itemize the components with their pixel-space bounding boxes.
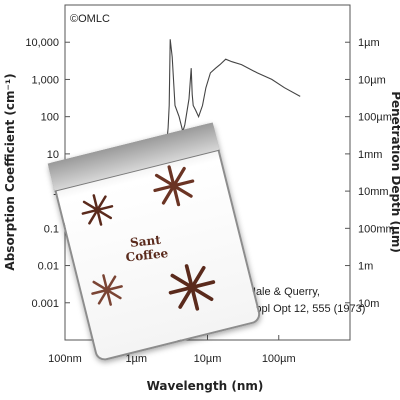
right-tick-label: 1µm: [358, 37, 380, 49]
right-tick-label: 10µm: [358, 74, 386, 86]
y-tick-label: 0.01: [38, 261, 59, 273]
right-axis-title: Penetration Depth (µm): [389, 91, 400, 253]
right-tick-label: 1m: [358, 261, 373, 273]
y-tick-label: 1,000: [31, 74, 59, 86]
watermark-text: ©OMLC: [70, 13, 110, 25]
right-tick-label: 100µm: [358, 112, 392, 124]
y-tick-label: 100: [41, 112, 59, 124]
snowflake-icon: [168, 264, 216, 311]
right-tick-label: 1mm: [358, 149, 382, 161]
coffee-pouch-image: Sant Coffee: [47, 122, 263, 363]
annotation-line-1: Hale & Querry,: [248, 286, 320, 298]
right-tick-label: 10m: [358, 298, 379, 310]
y-tick-label: 10,000: [25, 37, 59, 49]
snowflake-icon: [91, 274, 123, 306]
right-tick-label: 10mm: [358, 186, 389, 198]
x-tick-label: 10µm: [194, 353, 222, 365]
y-tick-label: 10: [47, 149, 59, 161]
y-axis-title: Absorption Coefficient (cm⁻¹): [3, 73, 17, 270]
x-tick-label: 100nm: [48, 353, 82, 365]
annotation-line-2: Appl Opt 12, 555 (1973): [248, 303, 365, 315]
snowflake-icon: [153, 165, 195, 207]
x-tick-label: 100µm: [262, 353, 296, 365]
right-tick-label: 100mm: [358, 223, 395, 235]
y-tick-label: 0.001: [31, 298, 59, 310]
x-tick-label: 1µm: [125, 353, 147, 365]
x-axis: 100nm 1µm 10µm 100µm: [48, 335, 296, 365]
right-axis: 1µm 10µm 100µm 1mm 10mm 100mm 1m 10m: [345, 37, 395, 310]
y-tick-label: 0.1: [44, 223, 59, 235]
snowflake-icon: [81, 194, 114, 226]
x-axis-title: Wavelength (nm): [147, 379, 264, 393]
